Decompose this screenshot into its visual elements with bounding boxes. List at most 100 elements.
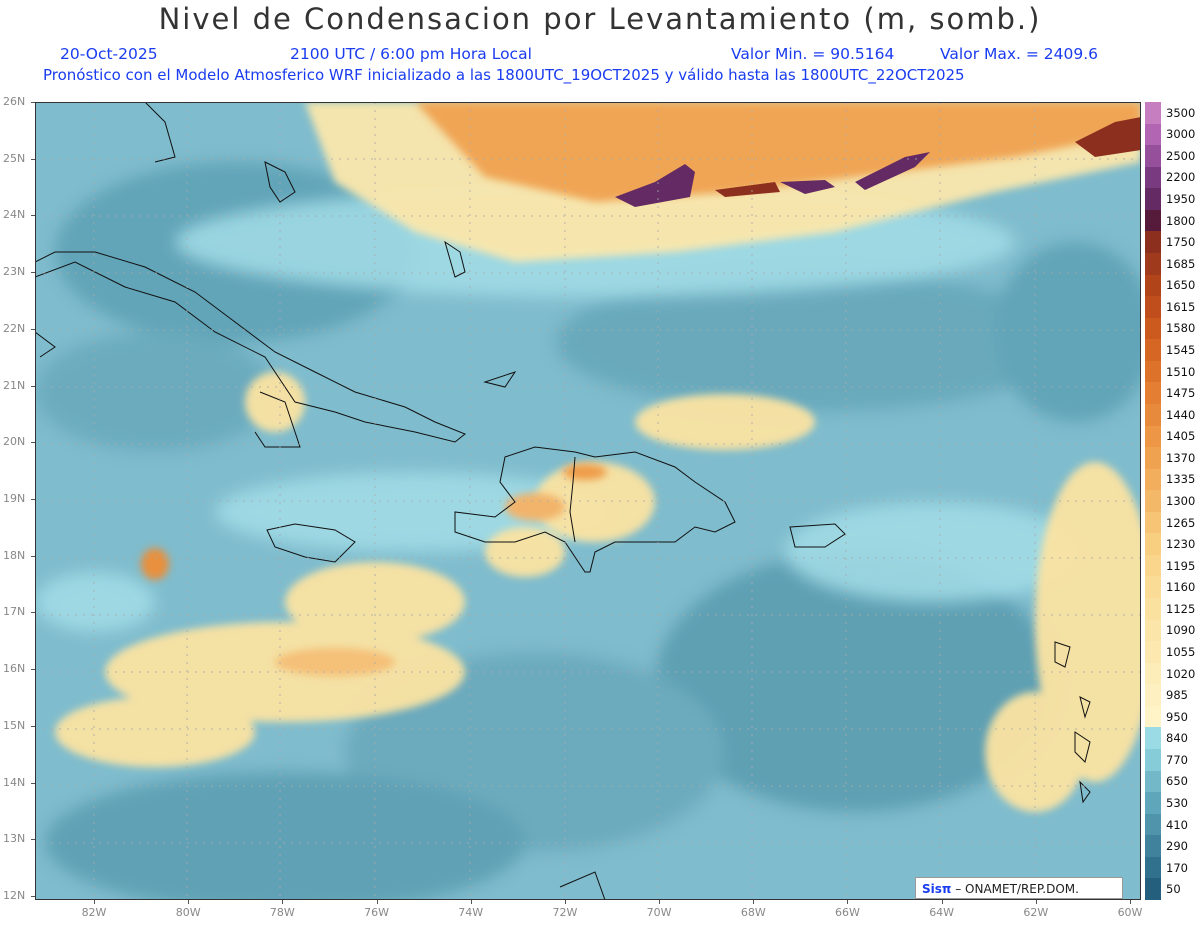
colorbar-segment	[1145, 447, 1161, 470]
colorbar	[1145, 102, 1161, 901]
latitude-tick	[31, 555, 35, 557]
colorbar-segment	[1145, 554, 1161, 577]
latitude-label: 24N	[3, 208, 26, 222]
colorbar-label: 3500	[1166, 105, 1196, 120]
longitude-tick	[659, 900, 661, 904]
colorbar-segment	[1145, 296, 1161, 319]
longitude-label: 64W	[929, 906, 955, 919]
colorbar-label: 1685	[1166, 256, 1196, 271]
colorbar-label: 1750	[1166, 235, 1196, 250]
colorbar-label: 2500	[1166, 148, 1196, 163]
colorbar-segment	[1145, 598, 1161, 621]
longitude-tick	[753, 900, 755, 904]
latitude-tick	[31, 612, 35, 614]
colorbar-segment	[1145, 209, 1161, 232]
colorbar-segment	[1145, 511, 1161, 534]
colorbar-label: 1475	[1166, 386, 1196, 401]
colorbar-segment	[1145, 619, 1161, 642]
model-info-label: Pronóstico con el Modelo Atmosferico WRF…	[43, 66, 965, 84]
colorbar-segment	[1145, 835, 1161, 858]
colorbar-segment	[1145, 166, 1161, 189]
time-label: 2100 UTC / 6:00 pm Hora Local	[290, 45, 532, 63]
colorbar-segment	[1145, 792, 1161, 815]
colorbar-segment	[1145, 662, 1161, 685]
longitude-tick	[94, 900, 95, 904]
longitude-label: 60W	[1117, 906, 1143, 919]
longitude-label: 78W	[269, 906, 295, 919]
latitude-label: 13N	[3, 832, 26, 846]
colorbar-label: 410	[1166, 817, 1188, 832]
colorbar-segment	[1145, 490, 1161, 513]
latitude-label: 14N	[3, 775, 26, 789]
latitude-tick	[31, 272, 35, 274]
latitude-tick	[31, 669, 35, 671]
longitude-tick	[847, 900, 849, 904]
colorbar-label: 1950	[1166, 192, 1196, 207]
colorbar-label: 1230	[1166, 537, 1196, 552]
longitude-label: 68W	[740, 906, 766, 919]
colorbar-label: 950	[1166, 709, 1188, 724]
colorbar-label: 50	[1166, 882, 1181, 897]
credit-box: Sisπ – ONAMET/REP.DOM.	[915, 877, 1123, 899]
latitude-label: 16N	[3, 662, 26, 676]
longitude-tick	[941, 900, 943, 904]
longitude-tick	[564, 900, 566, 904]
colorbar-segment	[1145, 878, 1161, 901]
longitude-label: 76W	[364, 906, 389, 919]
latitude-tick	[31, 499, 35, 500]
colorbar-label: 1800	[1166, 213, 1196, 228]
colorbar-label: 1125	[1166, 601, 1196, 616]
colorbar-segment	[1145, 533, 1161, 556]
colorbar-segment	[1145, 274, 1161, 297]
colorbar-label: 1440	[1166, 407, 1196, 422]
latitude-label: 20N	[3, 435, 26, 449]
colorbar-label: 1510	[1166, 364, 1196, 379]
longitude-label: 70W	[646, 906, 672, 919]
latitude-tick	[31, 839, 35, 841]
colorbar-label: 170	[1166, 860, 1188, 875]
longitude-label: 80W	[175, 906, 201, 919]
colorbar-segment	[1145, 856, 1161, 879]
colorbar-segment	[1145, 252, 1161, 276]
min-value-label: Valor Min. = 90.5164	[731, 45, 895, 63]
longitude-tick	[188, 900, 190, 904]
sispi-logo: Sisπ	[922, 882, 952, 896]
colorbar-label: 1195	[1166, 558, 1196, 573]
max-value-label: Valor Max. = 2409.6	[940, 45, 1099, 63]
latitude-label: 26N	[3, 95, 26, 108]
colorbar-label: 1055	[1166, 644, 1196, 659]
colorbar-segment	[1145, 770, 1161, 793]
colorbar-label: 650	[1166, 774, 1188, 789]
latitude-label: 17N	[3, 605, 26, 619]
latitude-tick	[31, 385, 35, 387]
credit-text: – ONAMET/REP.DOM.	[955, 882, 1079, 896]
colorbar-label: 530	[1166, 795, 1188, 810]
lcl-map	[35, 102, 1141, 900]
colorbar-segment	[1145, 123, 1161, 146]
latitude-tick	[31, 102, 35, 103]
colorbar-label: 1020	[1166, 666, 1196, 681]
colorbar-segment	[1145, 468, 1161, 491]
colorbar-label: 1265	[1166, 515, 1196, 530]
colorbar-label: 985	[1166, 688, 1188, 703]
colorbar-segment	[1145, 727, 1161, 750]
latitude-tick	[31, 328, 35, 330]
latitude-tick	[31, 158, 35, 160]
colorbar-segment	[1145, 231, 1161, 254]
date-label: 20-Oct-2025	[60, 45, 158, 63]
longitude-tick	[282, 900, 284, 904]
longitude-label: 74W	[458, 906, 484, 919]
colorbar-segment	[1145, 382, 1161, 405]
colorbar-label: 770	[1166, 752, 1188, 767]
latitude-tick	[31, 782, 35, 784]
colorbar-label: 840	[1166, 731, 1188, 746]
colorbar-label: 3000	[1166, 127, 1196, 142]
colorbar-segment	[1145, 188, 1161, 211]
colorbar-segment	[1145, 425, 1161, 448]
colorbar-segment	[1145, 102, 1161, 125]
colorbar-segment	[1145, 145, 1161, 168]
colorbar-segment	[1145, 317, 1161, 340]
longitude-tick	[376, 900, 378, 904]
latitude-label: 23N	[3, 265, 26, 279]
colorbar-label: 290	[1166, 839, 1188, 854]
